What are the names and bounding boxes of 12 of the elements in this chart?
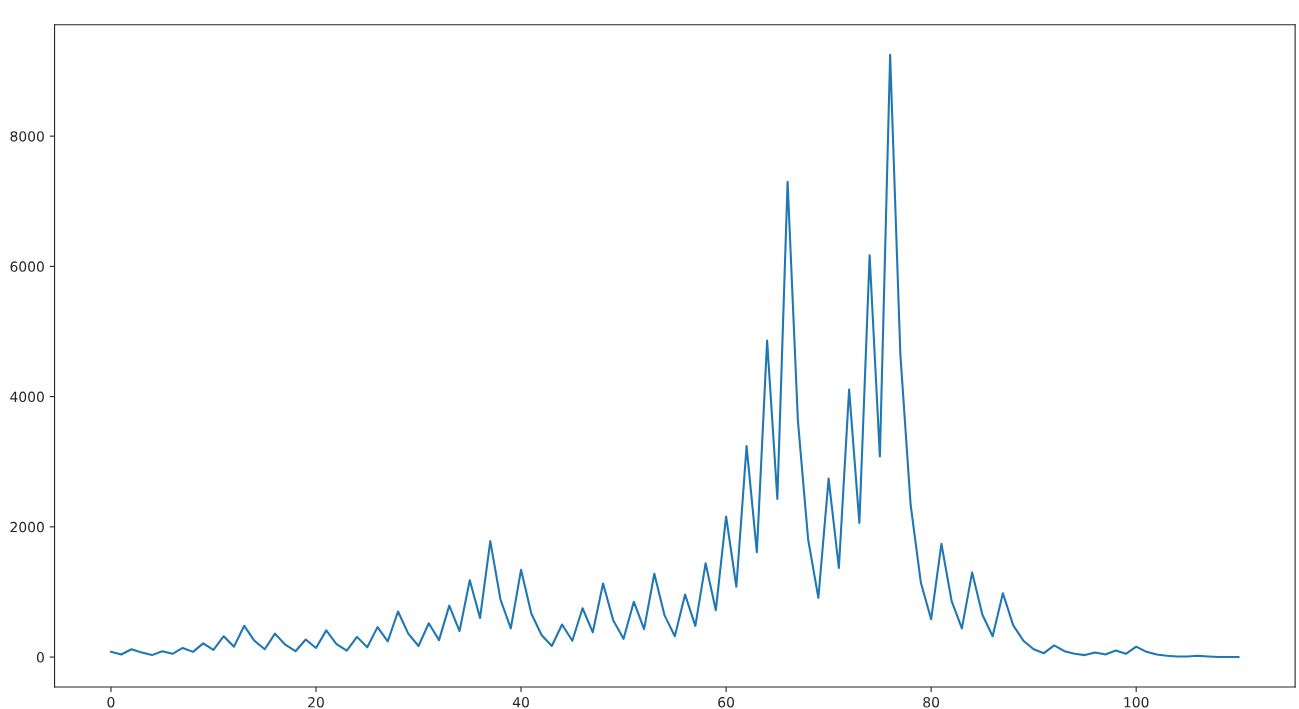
y-tick-label: 6000 bbox=[10, 261, 44, 272]
y-tick-label: 4000 bbox=[10, 391, 44, 403]
x-tick-label: 80 bbox=[923, 696, 940, 708]
x-tick-label: 0 bbox=[107, 696, 115, 708]
x-tick-label: 20 bbox=[308, 696, 324, 708]
y-tick-label: 2000 bbox=[10, 521, 44, 533]
x-tick-label: 40 bbox=[512, 696, 529, 708]
x-tick-label: 60 bbox=[718, 696, 735, 708]
y-tick-label: 8000 bbox=[10, 131, 44, 142]
line-series bbox=[109, 53, 1240, 659]
x-tick-label: 100 bbox=[1124, 696, 1149, 708]
y-tick-label: 0 bbox=[36, 652, 44, 663]
